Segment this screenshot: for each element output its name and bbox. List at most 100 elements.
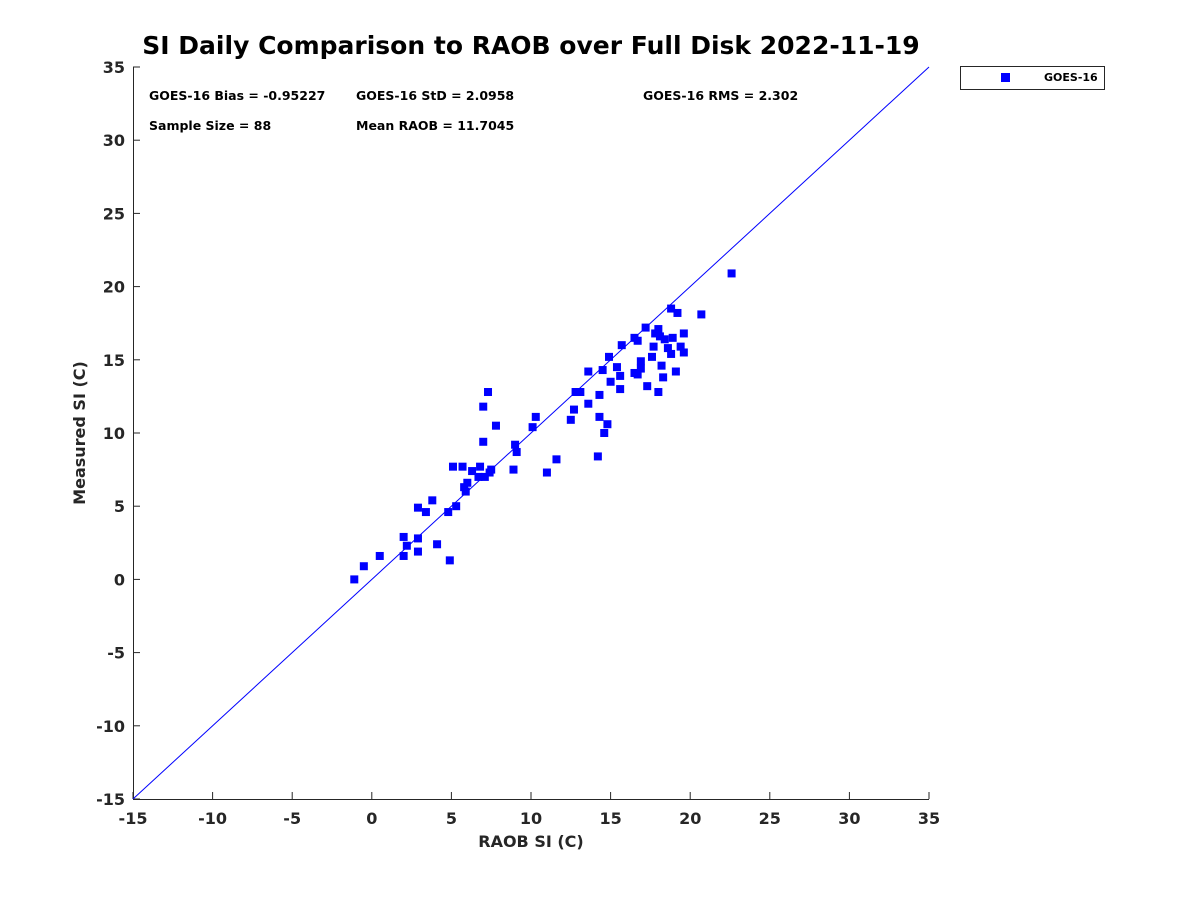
one-to-one-line	[132, 66, 930, 800]
data-point	[616, 385, 625, 394]
data-point	[633, 336, 642, 345]
data-point	[649, 342, 658, 351]
plot-area: -15 -10 -5 0 5 10 15 20 25 30 35 -15 -10 -5 0 5 10 15 20 25…	[96, 58, 940, 828]
x-axis-label: RAOB SI (C)	[478, 832, 583, 851]
data-point	[636, 357, 645, 366]
data-point	[511, 440, 520, 449]
x-tick-label: 10	[520, 809, 542, 828]
data-point	[413, 547, 422, 556]
data-point	[663, 344, 672, 353]
data-point	[727, 269, 736, 278]
x-tick-label: 5	[446, 809, 457, 828]
legend-label: GOES-16	[1044, 71, 1098, 84]
stat-rms: GOES-16 RMS = 2.302	[643, 88, 798, 103]
data-point	[402, 541, 411, 550]
data-point	[399, 551, 408, 560]
data-point	[595, 390, 604, 399]
data-point	[571, 388, 580, 397]
y-tick-label: 10	[103, 424, 125, 443]
data-point	[598, 366, 607, 375]
data-point	[512, 448, 521, 457]
data-point	[593, 452, 602, 461]
data-point	[633, 370, 642, 379]
legend-box	[960, 66, 1105, 90]
data-point	[606, 377, 615, 386]
data-point	[584, 399, 593, 408]
data-point	[461, 487, 470, 496]
data-point	[452, 502, 461, 511]
data-point	[697, 310, 706, 319]
y-axis-label: Measured SI (C)	[70, 361, 89, 505]
data-point	[584, 367, 593, 376]
data-point	[375, 551, 384, 560]
data-point	[479, 402, 488, 411]
data-point	[616, 371, 625, 380]
data-point	[399, 532, 408, 541]
data-point	[671, 367, 680, 376]
data-point	[612, 363, 621, 372]
data-point	[542, 468, 551, 477]
data-point	[617, 341, 626, 350]
data-point	[654, 325, 663, 334]
x-tick-label: -10	[198, 809, 227, 828]
data-point	[359, 562, 368, 571]
data-point	[636, 364, 645, 373]
stat-bias: GOES-16 Bias = -0.95227	[149, 88, 325, 103]
data-point	[647, 352, 656, 361]
data-point	[552, 455, 561, 464]
data-point	[668, 333, 677, 342]
x-tick-label: 35	[918, 809, 940, 828]
data-point	[480, 472, 489, 481]
data-point	[654, 388, 663, 397]
data-point	[679, 348, 688, 357]
data-point	[484, 388, 493, 397]
data-point	[603, 420, 612, 429]
y-tick-label: 5	[114, 497, 125, 516]
data-point	[448, 462, 457, 471]
data-point	[600, 429, 609, 437]
y-tick-label: 35	[103, 58, 125, 77]
stat-std: GOES-16 StD = 2.0958	[356, 88, 514, 103]
y-tick-label: 15	[103, 351, 125, 370]
x-tick-label: 15	[599, 809, 621, 828]
x-tick-label: 20	[679, 809, 701, 828]
data-point	[566, 415, 575, 424]
data-point	[509, 465, 518, 474]
data-point	[474, 472, 483, 481]
data-point	[595, 412, 604, 421]
data-point	[673, 308, 682, 317]
y-tick-label: 0	[114, 570, 125, 589]
data-point	[458, 462, 467, 471]
data-point	[605, 352, 614, 361]
data-point	[476, 462, 485, 471]
y-tick-label: 20	[103, 278, 125, 297]
data-point	[667, 304, 676, 313]
data-point	[659, 373, 668, 382]
data-point	[468, 467, 477, 476]
data-point	[531, 412, 540, 421]
data-point	[421, 508, 430, 517]
data-point	[667, 349, 676, 358]
data-point	[487, 465, 496, 474]
data-point	[569, 405, 578, 414]
chart-title: SI Daily Comparison to RAOB over Full Di…	[142, 31, 919, 60]
data-point	[460, 483, 469, 492]
data-point	[479, 437, 488, 446]
x-tick-label: 0	[366, 809, 377, 828]
y-tick-label: 30	[103, 131, 125, 150]
x-tick-label: 25	[759, 809, 781, 828]
data-point	[576, 388, 585, 397]
data-point	[445, 556, 454, 565]
data-point	[350, 575, 359, 584]
data-point	[444, 508, 453, 517]
data-point	[433, 540, 442, 549]
data-point	[643, 382, 652, 391]
y-tick-label: -10	[96, 717, 125, 736]
data-point	[413, 503, 422, 512]
data-point	[676, 342, 685, 351]
x-tick-label: -15	[119, 809, 148, 828]
stat-mean-raob: Mean RAOB = 11.7045	[356, 118, 514, 133]
data-point	[657, 361, 666, 370]
data-point	[528, 423, 537, 432]
